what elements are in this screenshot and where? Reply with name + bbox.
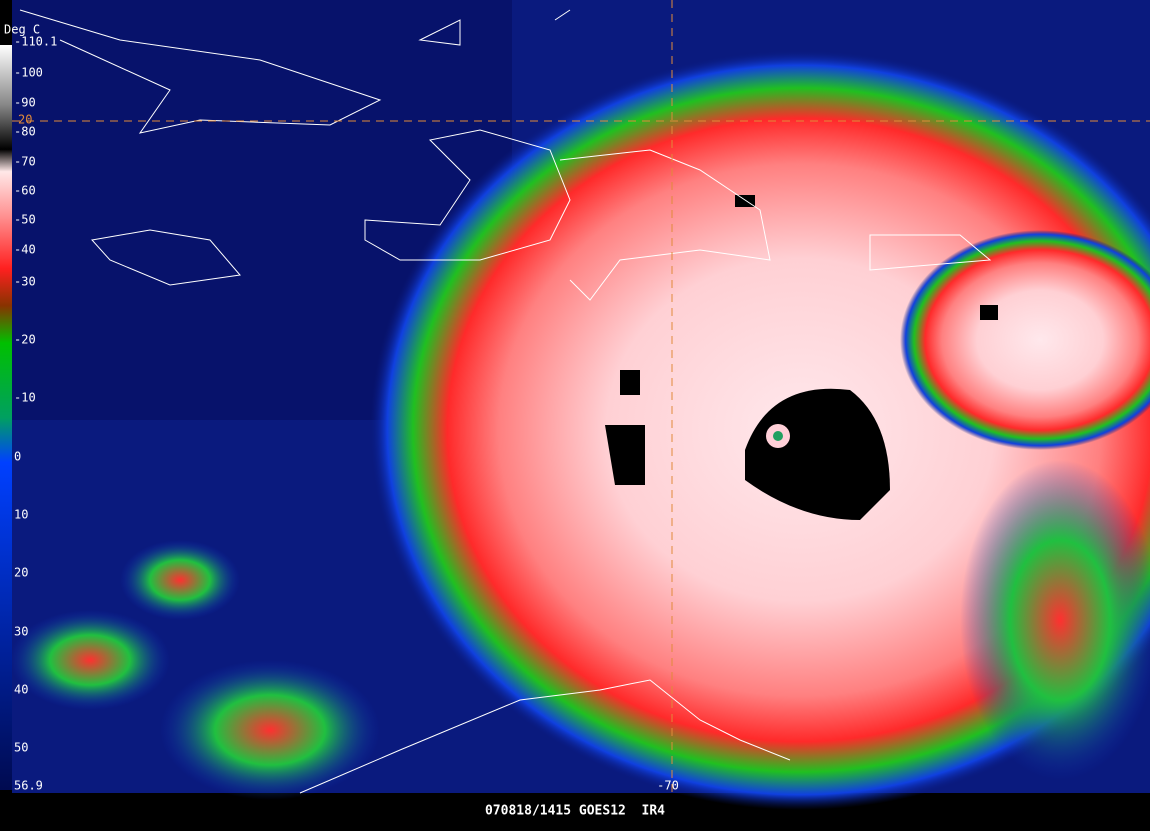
longitude-label: -70 bbox=[657, 779, 679, 793]
scale-label: -40 bbox=[14, 243, 36, 257]
eye-center bbox=[773, 431, 783, 441]
scale-max: -110.1 bbox=[14, 35, 57, 49]
cold-top bbox=[605, 425, 645, 485]
scale-unit: Deg C bbox=[4, 23, 40, 37]
latitude-label: 20 bbox=[18, 113, 32, 127]
scale-label: -60 bbox=[14, 184, 36, 198]
scale-label: -70 bbox=[14, 155, 36, 169]
coastlines bbox=[19, 9, 992, 794]
scale-label: 10 bbox=[14, 508, 28, 522]
scale-label: -20 bbox=[14, 333, 36, 347]
scale-label: 0 bbox=[14, 450, 21, 464]
rainband bbox=[960, 460, 1150, 780]
eyewall-cold-top bbox=[745, 388, 890, 520]
scale-label: 30 bbox=[14, 625, 28, 639]
scale-label: -90 bbox=[14, 96, 36, 110]
scale-label: 50 bbox=[14, 741, 28, 755]
convection bbox=[160, 660, 380, 800]
color-scale bbox=[0, 45, 12, 790]
scale-label: -50 bbox=[14, 213, 36, 227]
scale-label: -30 bbox=[14, 275, 36, 289]
scale-label: -100 bbox=[14, 66, 43, 80]
scale-label: -80 bbox=[14, 125, 36, 139]
scale-label: 40 bbox=[14, 683, 28, 697]
caption: 070818/1415 GOES12 IR4 bbox=[485, 804, 665, 819]
rainband bbox=[900, 230, 1150, 450]
convection bbox=[10, 610, 170, 710]
scale-label: -10 bbox=[14, 391, 36, 405]
scale-min: 56.9 bbox=[14, 779, 43, 793]
scale-label: 20 bbox=[14, 566, 28, 580]
convection bbox=[120, 540, 240, 620]
